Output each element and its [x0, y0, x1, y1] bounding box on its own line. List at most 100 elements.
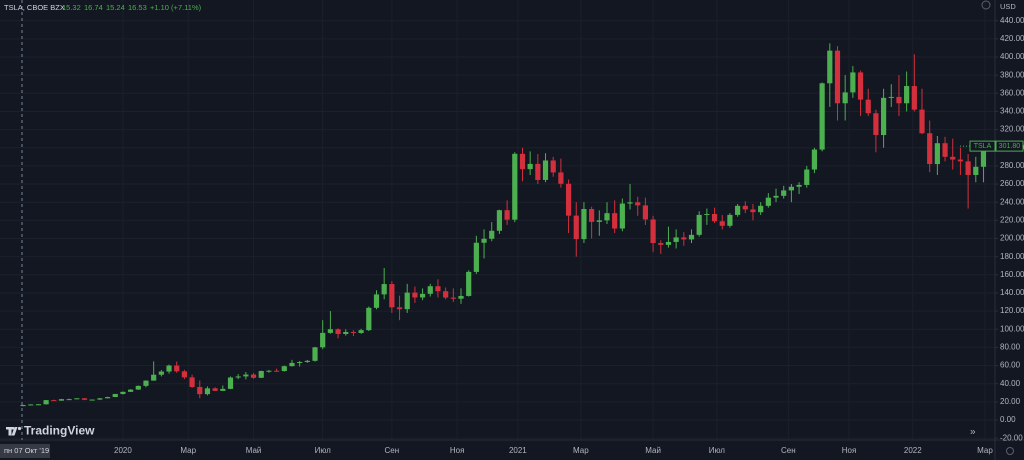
candle-body — [212, 388, 218, 391]
candle-body — [512, 153, 518, 220]
ohlc-header: 15.32 16.74 15.24 16.53 +1.10 (+7.11%) — [62, 3, 202, 12]
candle-body — [673, 237, 679, 242]
scroll-right-button[interactable]: » — [970, 427, 976, 438]
candle-body — [834, 50, 841, 104]
candle-body — [128, 389, 134, 392]
candle-body — [227, 377, 234, 389]
x-tick-label: Ноя — [450, 446, 465, 455]
candle-body — [81, 398, 88, 400]
x-tick-label: 2021 — [509, 446, 527, 455]
x-tick-label: Май — [645, 446, 661, 455]
candle-body — [888, 96, 894, 98]
candle-body — [865, 99, 871, 114]
candle-body — [558, 172, 564, 184]
y-tick-label: 360.00 — [1000, 88, 1024, 97]
candle-body — [681, 237, 687, 240]
candle-body — [358, 330, 364, 333]
candle-body — [773, 195, 779, 198]
brand-name: TradingView — [24, 424, 95, 438]
candle-body — [458, 295, 464, 299]
candle-body — [604, 213, 610, 221]
y-tick-label: 260.00 — [1000, 179, 1024, 188]
candle-body — [827, 50, 833, 84]
candle-body — [519, 153, 526, 170]
candle-body — [904, 86, 910, 104]
candle-body — [927, 133, 933, 165]
candle-body — [281, 366, 287, 371]
candle-body — [104, 397, 111, 399]
candle-body — [343, 331, 349, 334]
candle-body — [366, 307, 372, 331]
high: 16.74 — [84, 3, 103, 12]
candle-body — [535, 163, 541, 180]
y-tick-label: 100.00 — [1000, 324, 1024, 333]
logo-icon — [6, 427, 18, 436]
y-tick-label: 240.00 — [1000, 197, 1024, 206]
candle-body — [719, 221, 725, 226]
candle-body — [289, 362, 295, 367]
low: 15.24 — [106, 3, 125, 12]
candle-body — [550, 160, 556, 173]
candle-body — [327, 329, 333, 333]
candle-body — [419, 293, 426, 298]
crosshair-label: пн 07 Окт '19 — [4, 446, 49, 455]
last-price-bg — [995, 140, 1024, 152]
x-tick-label: Мар — [180, 446, 196, 455]
candle-body — [112, 393, 118, 398]
candle-body — [781, 190, 787, 196]
candle-body — [43, 400, 49, 405]
candle-body — [35, 404, 42, 406]
candle-body — [627, 202, 633, 204]
settings-icon[interactable] — [981, 0, 991, 10]
candle-body — [373, 294, 380, 308]
candle-body — [942, 143, 948, 157]
candle-body — [304, 360, 310, 363]
candle-body — [435, 286, 441, 292]
candle-body — [412, 292, 418, 298]
candle-body — [612, 213, 618, 229]
y-tick-label: 440.00 — [1000, 16, 1024, 25]
candle-body — [711, 213, 718, 222]
y-tick-label: 380.00 — [1000, 70, 1024, 79]
candle-body — [665, 241, 672, 245]
candle-body — [619, 203, 625, 229]
y-tick-label: 40.00 — [1000, 379, 1021, 388]
currency: USD — [1000, 2, 1016, 11]
y-tick-label: 120.00 — [1000, 306, 1024, 315]
candle-body — [527, 163, 533, 170]
last-price-label: 301.80 — [999, 143, 1021, 150]
y-tick-label: 180.00 — [1000, 252, 1024, 261]
candle-body — [466, 271, 472, 296]
candle-body — [658, 243, 664, 245]
axis-settings-icon[interactable] — [1006, 447, 1014, 455]
candle-body — [120, 391, 126, 394]
candle-body — [911, 86, 917, 110]
candle-body — [573, 215, 579, 240]
candle-body — [735, 205, 741, 215]
candle-body — [957, 159, 964, 162]
y-tick-label: 220.00 — [1000, 215, 1024, 224]
candle-body — [873, 113, 879, 136]
candle-body — [335, 329, 341, 334]
candle-body — [880, 97, 887, 136]
candle-body — [174, 365, 180, 372]
y-tick-label: -20.00 — [1000, 433, 1023, 442]
candle-body — [688, 234, 695, 240]
candle-body — [857, 72, 864, 100]
y-tick-label: 160.00 — [1000, 270, 1024, 279]
candle-body — [919, 109, 925, 134]
open: 15.32 — [62, 3, 81, 12]
candle-body — [204, 388, 211, 395]
candle-body — [381, 284, 387, 295]
candle-body — [220, 388, 226, 391]
candle-body — [489, 230, 495, 239]
candle-body — [473, 242, 479, 272]
y-tick-label: 200.00 — [1000, 234, 1024, 243]
candle-body — [404, 292, 410, 310]
candle-body — [181, 371, 188, 378]
candle-body — [427, 286, 433, 294]
last-price-symbol: TSLA — [974, 143, 992, 150]
candle-body — [842, 92, 848, 104]
x-tick-label: 2022 — [904, 446, 922, 455]
